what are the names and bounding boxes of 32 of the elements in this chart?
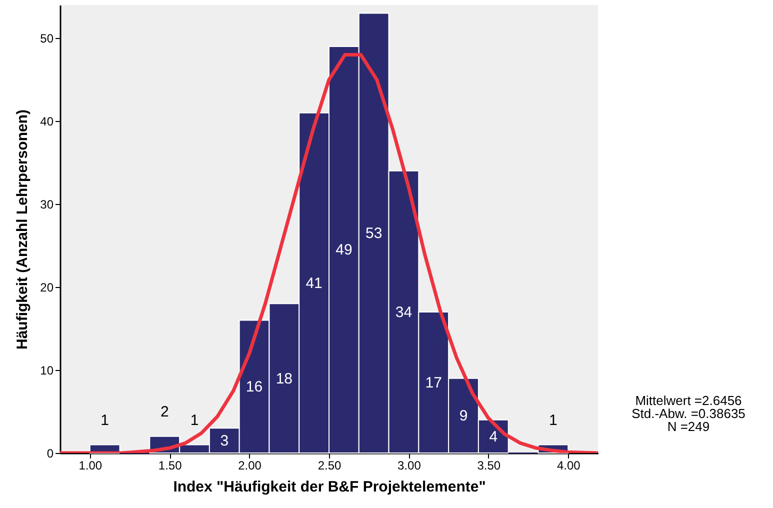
data-label: 16 (246, 378, 263, 396)
y-tick-label: 50 (40, 32, 54, 46)
text: Mittelwert =2.6456 (634, 393, 743, 408)
data-label: 2 (160, 404, 169, 421)
data-label: 4 (489, 428, 498, 446)
data-label: 3 (220, 432, 229, 450)
text: N =249 (666, 419, 711, 434)
data-label: 34 (395, 304, 412, 321)
y-tick-label: 20 (40, 280, 54, 295)
data-label: 9 (459, 408, 468, 425)
text: Std.-Abw. =0.38635 (630, 406, 746, 421)
x-tick-label: 1.50 (158, 458, 182, 472)
y-tick-label: 0 (46, 446, 54, 460)
x-axis-title: Index "Häufigkeit der B&F Projektelemente" (173, 478, 486, 496)
data-label: 1 (100, 412, 110, 429)
y-tick-label: 40 (40, 114, 54, 129)
data-label: 49 (336, 242, 352, 259)
data-label: 18 (276, 370, 293, 388)
x-tick-label: 3.00 (398, 458, 422, 472)
x-tick-label: 1.00 (78, 458, 102, 472)
x-tick-label: 2.00 (238, 458, 262, 472)
x-tick-label: 2.50 (318, 458, 342, 472)
data-label: 1 (190, 412, 199, 429)
x-tick-label: 3.50 (477, 458, 501, 472)
y-tick-label: 10 (40, 364, 54, 378)
data-label: 41 (306, 274, 322, 292)
data-label: 1 (548, 412, 558, 429)
data-label: 17 (425, 374, 442, 392)
x-tick-label: 4.00 (556, 458, 581, 472)
y-tick-label: 30 (40, 198, 54, 212)
data-label: 53 (365, 225, 382, 242)
y-axis-title: Häufigkeit (Anzahl Lehrpersonen) (14, 109, 32, 350)
